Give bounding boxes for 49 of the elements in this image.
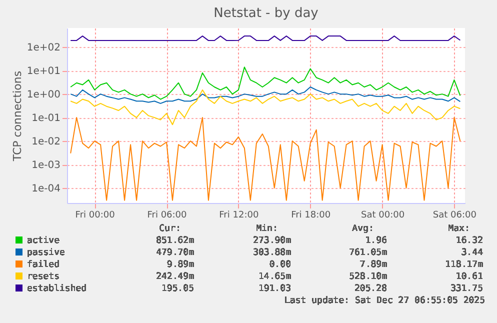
y-tick-label: 1e+01 xyxy=(26,66,60,78)
text: 3.44 xyxy=(461,248,483,258)
line-series xyxy=(70,89,461,126)
text: 331.75 xyxy=(450,284,483,294)
y-tick-label: 1e-02 xyxy=(32,136,60,148)
text: 479.70m xyxy=(156,248,194,258)
line-series xyxy=(70,66,461,100)
text: 528.10m xyxy=(349,272,387,282)
y-tick-label: 1e-03 xyxy=(32,160,60,172)
y-tick-label: 1e-01 xyxy=(32,113,60,124)
text: 205.28 xyxy=(354,284,387,294)
legend-label: active xyxy=(27,236,60,246)
legend-label: failed xyxy=(27,260,60,270)
legend-label: established xyxy=(27,284,87,294)
line-series xyxy=(70,86,461,104)
y-tick-label: 1e-04 xyxy=(32,184,60,195)
text: 242.49m xyxy=(156,272,194,282)
y-axis-title: TCP connections xyxy=(10,70,24,162)
text: 14.65m xyxy=(258,272,291,282)
text: 16.32 xyxy=(456,236,483,246)
text: 10.61 xyxy=(456,272,483,282)
chart-title: Netstat - by day xyxy=(214,6,319,21)
legend-label: resets xyxy=(27,272,60,282)
text: Min: xyxy=(256,224,278,234)
x-tick-label: Sat 06:00 xyxy=(432,210,477,220)
text: Last update: Sat Dec 27 06:55:05 2025 xyxy=(284,296,485,306)
text: 118.17m xyxy=(445,260,483,270)
legend-label: passive xyxy=(27,248,65,258)
x-tick-label: Fri 12:00 xyxy=(219,210,259,220)
x-tick-label: Fri 00:00 xyxy=(75,210,116,220)
text: 1.96 xyxy=(365,236,387,246)
x-tick-label: Fri 06:00 xyxy=(147,210,188,220)
text: 9.89m xyxy=(166,260,194,270)
y-tick-label: 1e+00 xyxy=(26,90,60,101)
x-tick-label: Sat 00:00 xyxy=(361,210,405,220)
y-tick-label: 1e+02 xyxy=(26,42,60,54)
text: 0.00 xyxy=(269,260,291,270)
text: 273.90m xyxy=(253,236,291,246)
text: 303.88m xyxy=(253,248,291,258)
x-tick-label: Fri 18:00 xyxy=(291,210,331,220)
text: 761.05m xyxy=(349,248,387,258)
text: 851.62m xyxy=(156,236,194,246)
text: 195.05 xyxy=(161,284,194,294)
text: Cur: xyxy=(159,224,181,234)
line-series xyxy=(70,117,461,201)
text: 191.03 xyxy=(258,284,291,294)
text: 7.89m xyxy=(360,260,387,270)
text: Avg: xyxy=(352,224,374,234)
text: Max: xyxy=(448,224,470,234)
